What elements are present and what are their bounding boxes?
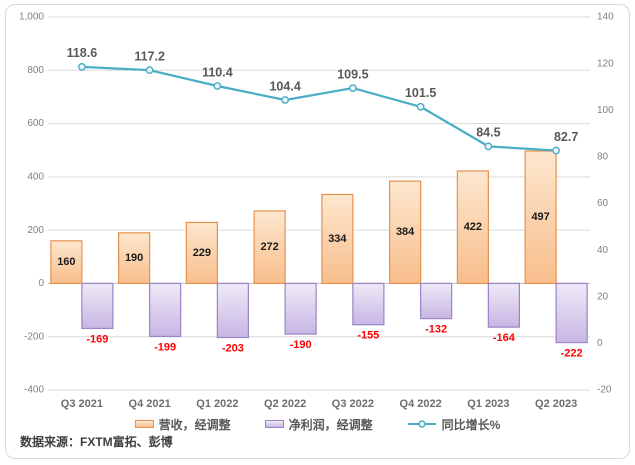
growth-point-label: 104.4 (269, 79, 300, 93)
growth-marker (281, 96, 290, 104)
right-axis-tick-label: 80 (597, 152, 609, 163)
x-axis-label: Q4 2022 (400, 398, 442, 410)
profit-bar (284, 282, 317, 335)
legend-item-revenue: 营收，经调整 (134, 416, 231, 433)
growth-point-label: 84.5 (476, 126, 500, 140)
growth-marker (348, 84, 357, 93)
growth-point-label: 118.6 (67, 46, 98, 60)
source-note: 数据来源：FXTM富拓、彭博 (20, 435, 173, 449)
profit-bar-label: -132 (425, 324, 447, 336)
right-axis-tick-label: 20 (597, 291, 609, 302)
revenue-bar (524, 150, 557, 285)
revenue-bar (456, 170, 489, 285)
growth-point-label: 82.7 (554, 130, 578, 144)
legend: 营收，经调整 净利润，经调整 同比增长% (0, 415, 635, 433)
legend-label-profit: 净利润，经调整 (288, 417, 373, 432)
right-axis-tick-label: 40 (597, 245, 609, 256)
profit-bar-label: -199 (154, 341, 176, 353)
x-axis-label: Q2 2023 (535, 398, 577, 410)
revenue-bar-label: 160 (57, 256, 75, 268)
left-axis-tick-label: -400 (24, 385, 44, 396)
left-axis-tick-label: 400 (27, 171, 44, 182)
growth-point-label: 110.4 (202, 65, 233, 79)
legend-label-revenue: 营收，经调整 (158, 417, 231, 432)
profit-bar-label: -222 (561, 347, 583, 359)
profit-bar-label: -203 (222, 342, 244, 354)
growth-marker (416, 102, 425, 111)
legend-item-profit: 净利润，经调整 (264, 416, 373, 433)
revenue-bar-label: 497 (531, 211, 549, 223)
growth-marker (552, 146, 561, 155)
growth-point-label: 101.5 (405, 86, 436, 100)
profit-bar-label: -155 (357, 330, 379, 342)
revenue-bar (253, 210, 286, 285)
x-axis-label: Q3 2022 (332, 398, 374, 410)
profit-bar (216, 282, 249, 339)
left-axis-tick-label: 1,000 (19, 12, 44, 23)
right-axis-tick-label: 100 (597, 105, 614, 116)
revenue-bar (118, 232, 151, 285)
legend-label-growth: 同比增长% (441, 417, 501, 432)
profit-bar (555, 282, 588, 344)
revenue-bar (389, 180, 422, 285)
profit-bar-label: -169 (86, 333, 108, 345)
profit-bar (81, 282, 114, 330)
growth-marker (145, 66, 154, 75)
profit-bar-label: -190 (290, 339, 312, 351)
x-axis-label: Q4 2021 (129, 398, 171, 410)
right-axis-tick-label: 0 (597, 338, 603, 349)
revenue-swatch-icon (134, 420, 154, 428)
growth-point-label: 117.2 (134, 49, 165, 63)
growth-point-label: 109.5 (337, 67, 368, 81)
right-axis-tick-label: 120 (597, 58, 614, 69)
right-axis-tick-label: 140 (597, 12, 614, 23)
legend-item-growth: 同比增长% (407, 416, 501, 433)
profit-bar (487, 282, 520, 328)
profit-bar (420, 282, 453, 320)
left-axis-tick-label: 200 (27, 225, 44, 236)
x-axis-label: Q1 2023 (467, 398, 509, 410)
revenue-bar (321, 193, 354, 285)
growth-marker (484, 142, 493, 151)
left-axis-tick-label: 800 (27, 65, 44, 76)
x-axis-label: Q3 2021 (61, 398, 103, 410)
x-axis-label: Q1 2022 (196, 398, 238, 410)
revenue-bar-label: 334 (328, 233, 347, 245)
growth-line-marker-icon (407, 420, 436, 428)
revenue-bar (185, 221, 218, 285)
revenue-bar-label: 384 (396, 226, 415, 238)
revenue-bar-label: 190 (125, 252, 143, 264)
revenue-bar (50, 240, 83, 285)
revenue-bar-label: 229 (193, 247, 211, 259)
right-axis-tick-label: 60 (597, 198, 609, 209)
growth-marker (213, 82, 222, 90)
profit-swatch-icon (264, 420, 284, 428)
right-axis-tick-label: -20 (597, 385, 612, 396)
left-axis-tick-label: -200 (24, 331, 44, 342)
growth-marker (77, 62, 86, 71)
left-axis-tick-label: 0 (38, 278, 44, 289)
revenue-bar-label: 422 (464, 221, 482, 233)
x-axis-label: Q2 2022 (264, 398, 306, 410)
growth-line (80, 65, 558, 152)
revenue-bar-label: 272 (260, 241, 278, 253)
profit-bar-label: -164 (493, 332, 516, 344)
left-axis-tick-label: 600 (27, 118, 44, 129)
profit-bar (149, 282, 182, 338)
profit-bar (352, 282, 385, 326)
